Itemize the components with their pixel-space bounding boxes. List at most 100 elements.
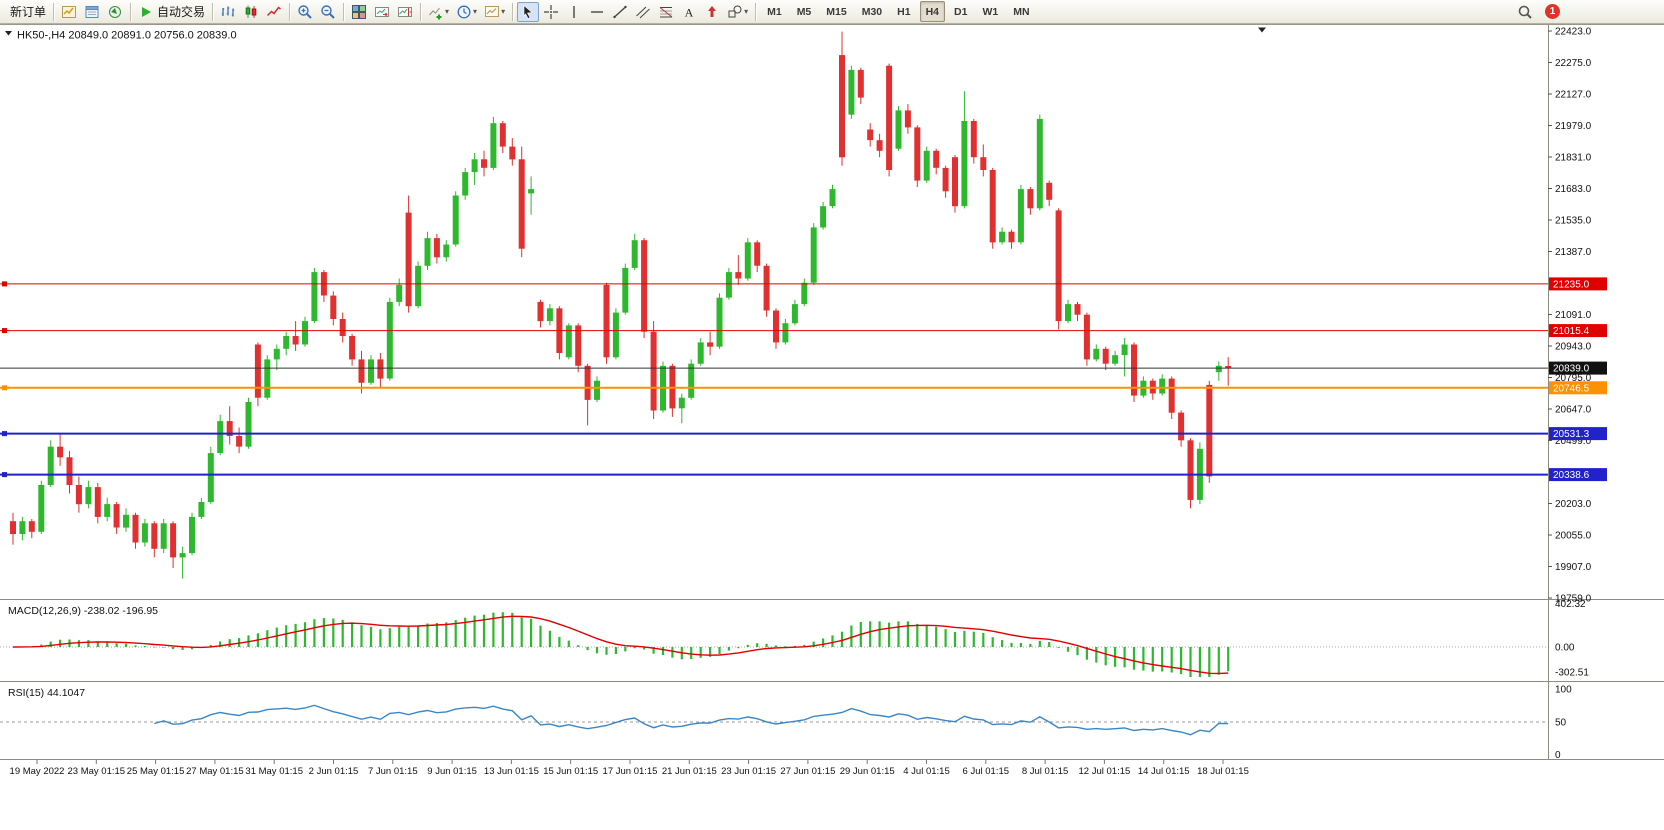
candle	[349, 333, 356, 366]
market-watch-button[interactable]	[58, 2, 80, 22]
rsi-axis-label: 50	[1555, 718, 1567, 729]
candle	[603, 282, 610, 364]
fibonacci-icon	[658, 4, 674, 20]
timeframe-w1-button[interactable]: W1	[976, 1, 1004, 22]
candle	[1112, 350, 1119, 366]
search-button[interactable]	[1514, 2, 1536, 22]
candle	[1102, 346, 1109, 371]
candle	[839, 31, 845, 166]
auto-scroll-button[interactable]	[371, 2, 393, 22]
periods-button[interactable]: ▾	[453, 2, 480, 22]
timeframe-mn-button[interactable]: MN	[1007, 1, 1035, 22]
candle	[1093, 344, 1100, 362]
time-label: 6 Jul 01:15	[963, 766, 1009, 777]
auto-trading-button[interactable]: 自动交易	[135, 2, 208, 22]
data-window-button[interactable]	[81, 2, 103, 22]
one-click-trading-toggle[interactable]	[5, 31, 12, 36]
current-price-line-price-label-text: 20839.0	[1553, 364, 1590, 375]
vertical-line-button[interactable]	[563, 2, 585, 22]
time-label: 7 Jun 01:15	[368, 766, 418, 777]
auto-trading-icon	[138, 4, 154, 20]
notification-badge[interactable]: 1	[1545, 4, 1560, 19]
time-label: 31 May 01:15	[245, 766, 303, 777]
timeframe-m1-button[interactable]: M1	[761, 1, 788, 22]
resistance-line-2-handle[interactable]	[2, 328, 7, 334]
timeframe-m30-button[interactable]: M30	[856, 1, 888, 22]
vline-icon	[566, 4, 582, 20]
candle	[754, 240, 761, 273]
candle	[584, 363, 591, 426]
pivot-line-handle[interactable]	[2, 385, 7, 391]
time-label: 23 Jun 01:15	[721, 766, 776, 777]
chart-svg: 22423.0 22275.0 22127.0 21979.0 21831.0 21683…	[0, 24, 1664, 830]
line-chart-icon	[266, 4, 282, 20]
candle	[735, 255, 742, 285]
bar-chart-button[interactable]	[217, 2, 239, 22]
candle	[471, 153, 478, 185]
candle	[490, 116, 497, 170]
zoom-in-button[interactable]	[294, 2, 316, 22]
candle	[989, 167, 996, 249]
candle	[123, 508, 129, 532]
candle	[904, 104, 911, 134]
zoom-in-icon	[297, 4, 313, 20]
chart-shift-button[interactable]	[394, 2, 416, 22]
support-line-2-handle[interactable]	[2, 472, 7, 478]
arrows-button[interactable]	[701, 2, 723, 22]
price-tick-label: 22127.0	[1555, 90, 1592, 101]
timeframe-m1-button-label: M1	[767, 5, 782, 18]
timeframe-m5-button[interactable]: M5	[791, 1, 818, 22]
candlestick-chart-button[interactable]	[240, 2, 262, 22]
dropdown-caret-icon: ▾	[744, 6, 749, 16]
tile-windows-button[interactable]	[348, 2, 370, 22]
navigator-button[interactable]	[104, 2, 126, 22]
candle	[28, 519, 35, 539]
candle	[518, 146, 525, 258]
price-tick-label: 22275.0	[1555, 58, 1592, 69]
timeframe-h4-button-label: H4	[925, 5, 940, 18]
templates-button[interactable]: ▾	[481, 2, 508, 22]
fibonacci-button[interactable]	[655, 2, 677, 22]
timeframe-h4-button[interactable]: H4	[919, 1, 946, 22]
time-label: 25 May 01:15	[127, 766, 185, 777]
candle	[254, 342, 261, 407]
price-tick-label: 21831.0	[1555, 153, 1592, 164]
candle	[405, 195, 412, 313]
arrows-icon	[704, 4, 720, 20]
resistance-line-2-price-label	[1549, 324, 1607, 338]
candle	[886, 63, 893, 177]
horizontal-line-button[interactable]	[586, 2, 608, 22]
timeframe-d1-button[interactable]: D1	[948, 1, 973, 22]
resistance-line-1-handle[interactable]	[2, 281, 7, 287]
toolbar-separator	[512, 2, 514, 21]
line-chart-button[interactable]	[263, 2, 285, 22]
candle	[377, 353, 384, 388]
pivot-line-price-label-text: 20746.5	[1553, 383, 1590, 394]
time-axis[interactable]: 19 May 2022 23 May 01:15 25 May 01:15 27 Ma…	[10, 760, 1249, 777]
text-button[interactable]: A	[678, 2, 700, 22]
crosshair-button[interactable]	[540, 2, 562, 22]
candle	[810, 223, 817, 285]
shapes-button[interactable]: ▾	[724, 2, 751, 22]
svg-text:A: A	[685, 5, 694, 19]
zoom-out-button[interactable]	[317, 2, 339, 22]
cursor-button[interactable]	[517, 1, 540, 22]
trendline-button[interactable]	[609, 2, 631, 22]
support-line-1-handle[interactable]	[2, 431, 7, 437]
indicators-button[interactable]: ▾	[425, 2, 452, 22]
candle	[424, 231, 431, 270]
price-tick-label: 20943.0	[1555, 342, 1592, 353]
timeframe-m15-button[interactable]: M15	[820, 1, 852, 22]
new-order-button[interactable]: 新订单	[4, 2, 49, 22]
indicators-icon	[428, 4, 444, 20]
candle	[1017, 184, 1024, 245]
timeframe-h1-button[interactable]: H1	[891, 1, 916, 22]
candle	[942, 165, 949, 198]
price-tick-label: 20203.0	[1555, 499, 1592, 510]
price-tick-label: 20055.0	[1555, 531, 1592, 542]
tile-windows-icon	[351, 4, 367, 20]
equidistant-channel-button[interactable]	[632, 2, 654, 22]
chart-shift-marker[interactable]	[1258, 27, 1266, 33]
candle	[1065, 299, 1071, 324]
time-label: 4 Jul 01:15	[903, 766, 949, 777]
